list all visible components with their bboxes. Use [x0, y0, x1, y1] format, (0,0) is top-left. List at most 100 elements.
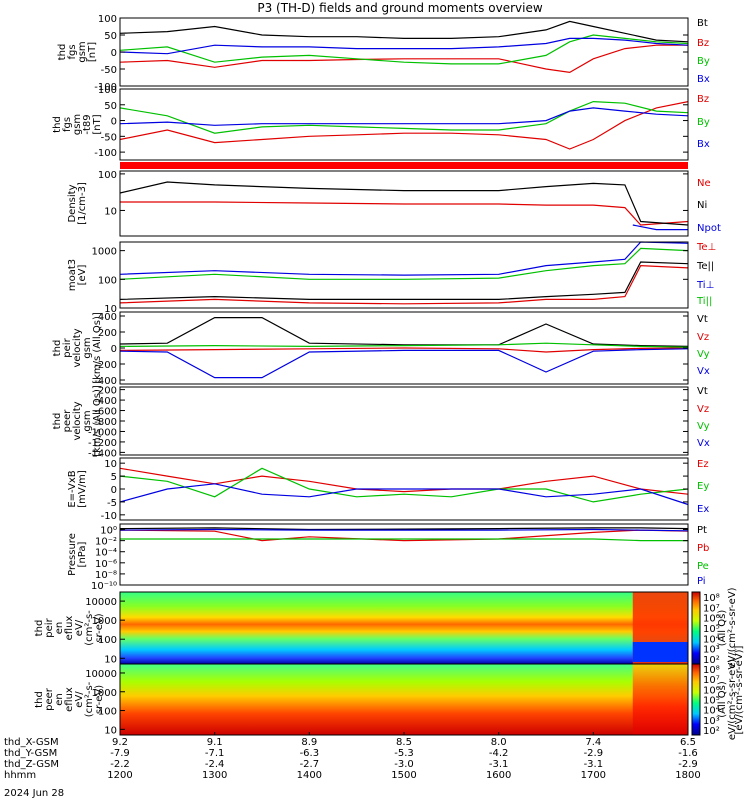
y-axis-label: gsm: [82, 337, 93, 358]
y-axis-label: gsm: [77, 41, 88, 62]
legend-Ti||: Ti||: [696, 296, 712, 307]
y-axis-label: E=-VxB: [67, 470, 78, 507]
x-tick-label: 1200: [107, 770, 132, 781]
legend-Bx: Bx: [697, 74, 710, 85]
y-axis-label: velocity: [72, 401, 83, 440]
y-tick-label: 100: [98, 275, 117, 286]
time-axis: thd_X-GSMthd_Y-GSMthd_Z-GSMhhmm9.2-7.9-2…: [4, 732, 701, 781]
colorbar-tick-label: 10⁴: [703, 706, 720, 717]
x-tick-label: -3.1: [489, 759, 509, 770]
y-tick-label: -800: [94, 417, 117, 428]
colorbar-tick-label: 10⁷: [703, 603, 720, 614]
y-tick-label: -200: [94, 360, 117, 371]
y-tick-label: 0: [111, 344, 117, 355]
x-tick-label: 7.4: [585, 737, 601, 748]
legend-Ne: Ne: [697, 178, 711, 189]
y-tick-label: 10⁻²: [95, 537, 117, 548]
figure-title: P3 (TH-D) fields and ground moments over…: [257, 1, 542, 15]
y-axis-label: [nT]: [87, 42, 98, 62]
legend-Bx: Bx: [697, 139, 710, 150]
y-tick-label: 10⁻⁴: [95, 548, 117, 559]
colorbar-tick-label: 10³: [703, 716, 720, 727]
legend-Vz: Vz: [697, 404, 709, 415]
panel-fgs_ssm: 100 50 0 -50 -100 thd fgs gsm -t89 [nT] Bz By Bx: [52, 85, 710, 161]
series-efield-Ex: [119, 483, 689, 506]
legend-Npot: Npot: [697, 223, 721, 234]
series-efield-Ez: [119, 467, 689, 495]
x-tick-label: -2.7: [300, 759, 320, 770]
y-axis-label: en: [54, 693, 65, 706]
y-tick-label: -10: [101, 511, 117, 522]
legend-Te||: Te||: [696, 261, 714, 272]
y-tick-label: 10: [104, 725, 117, 736]
colorbar-tick-label: 10⁵: [703, 696, 720, 707]
x-tick-label: -4.2: [489, 748, 509, 759]
x-tick-label: 1300: [202, 770, 227, 781]
x-tick-label: -2.9: [584, 748, 604, 759]
time-axis-row-label: thd_Z-GSM: [4, 759, 59, 770]
y-axis-label: sr-eV): [94, 685, 105, 714]
series-velocity_i-Vz: [119, 347, 689, 353]
panel-velocity_e: -200-400-600-800-1000-1200-1400 thd peer ve…: [52, 385, 710, 459]
y-tick-label: -1400: [88, 448, 117, 459]
series-density-Ni: [119, 181, 689, 226]
y-tick-label: 400: [98, 312, 117, 323]
legend-Vx: Vx: [697, 366, 710, 377]
series-pressure-Pe: [120, 538, 688, 542]
colorbar-tick-label: 10⁴: [703, 634, 720, 645]
y-tick-label: 0: [111, 485, 117, 496]
legend-Bz: Bz: [697, 94, 709, 105]
colorbar-side-label: eV/(cm²-s-sr-eV): [727, 659, 738, 740]
legend-Pe: Pe: [697, 561, 709, 572]
series-fgs_ssm-Bx: [119, 107, 689, 126]
x-tick-label: -7.1: [205, 748, 225, 759]
legend-Te⊥: Te⊥: [696, 242, 716, 253]
y-axis-label: thd: [52, 340, 63, 357]
y-tick-label: 100: [98, 635, 117, 646]
series-fgs-Bz: [119, 44, 688, 74]
y-tick-label: 10⁻⁶: [95, 559, 117, 570]
x-tick-label: -2.9: [678, 759, 698, 770]
x-tick-label: -6.3: [300, 748, 320, 759]
series-fgs_ssm-By: [119, 100, 689, 134]
time-axis-row-label: hhmm: [4, 770, 36, 781]
x-tick-label: -5.3: [394, 748, 414, 759]
x-tick-label: 1600: [486, 770, 511, 781]
y-axis-label: [eV]: [77, 265, 88, 286]
y-tick-label: 10⁻¹⁰: [91, 581, 117, 592]
spectrogram-fill: [120, 592, 688, 664]
legend-Ex: Ex: [697, 504, 709, 515]
y-tick-label: -200: [94, 386, 117, 397]
x-tick-label: 1700: [581, 770, 606, 781]
panel-frame: [119, 523, 689, 586]
y-axis-label: peer: [62, 409, 73, 433]
y-tick-label: 10: [104, 654, 117, 665]
series-fgs-Bt: [119, 20, 689, 43]
panel-density: 100 10 Density [1/cm-3] Ne Ni Npot: [67, 170, 721, 237]
panel-temperature: 1000 100 10 moat3 [eV] Te⊥ Te|| Ti⊥ Ti||: [67, 241, 716, 315]
y-tick-label: 10⁻⁸: [95, 570, 117, 581]
y-tick-label: -400: [94, 376, 117, 387]
y-axis-label: gsm: [72, 114, 83, 135]
y-tick-label: 10⁰: [100, 526, 117, 537]
colorbar-label: [eV/(cm²-s-sr-eV)]: [734, 645, 745, 734]
colorbar-tick-label: 10⁷: [703, 675, 720, 686]
colorbar-tick-label: 10⁸: [703, 593, 720, 604]
y-axis-label: [mV/m]: [77, 470, 88, 508]
y-axis-label: en: [54, 622, 65, 635]
colorbar-inner-label: (All Qs): [717, 610, 728, 647]
y-axis-label: eflux: [64, 687, 75, 712]
y-axis-label: gsm: [82, 410, 93, 431]
y-axis-label: Density: [67, 184, 78, 222]
y-tick-label: 50: [104, 31, 117, 42]
y-tick-label: 100: [98, 85, 117, 96]
spectrogram-region: [632, 664, 688, 735]
x-tick-label: -3.0: [394, 759, 414, 770]
x-tick-label: 9.2: [112, 737, 128, 748]
x-tick-label: 1800: [675, 770, 700, 781]
legend-By: By: [697, 56, 710, 67]
